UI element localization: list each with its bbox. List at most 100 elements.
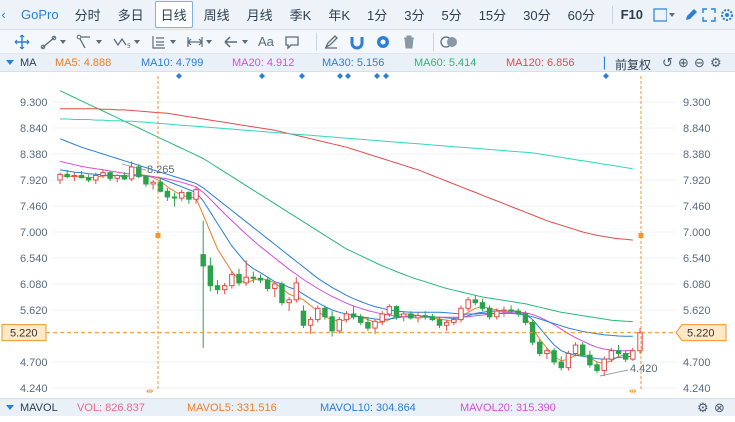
y-tick-label-right: 5.620	[683, 305, 711, 317]
candlestick-chart[interactable]: 9.300 9.300 8.840 8.840 8.380 8.380 7.920 7.920…	[0, 72, 735, 398]
divider	[432, 32, 434, 51]
candle-body	[85, 177, 92, 181]
event-marker	[259, 73, 265, 79]
candle-body	[358, 316, 364, 323]
chevron-left-icon[interactable]: ‹	[1, 7, 6, 22]
low-annotation-line	[599, 369, 629, 377]
y-tick-label-left: 8.380	[20, 149, 48, 161]
fib-tool[interactable]	[150, 34, 176, 50]
undo-icon[interactable]: ↺	[662, 55, 673, 70]
high-annotation: 8.265	[147, 164, 175, 176]
comment-tool[interactable]	[284, 34, 300, 50]
period-tab-0[interactable]: 分时	[74, 8, 101, 23]
y-tick-label-left: 4.700	[20, 357, 48, 369]
chart-frame-icon[interactable]	[653, 4, 675, 26]
ma-label[interactable]: MA	[20, 57, 37, 69]
ma-line-ma60	[59, 90, 633, 323]
y-tick-label-left: 5.620	[20, 305, 48, 317]
range-marker: ⇹	[146, 387, 154, 397]
candle-body	[350, 313, 357, 318]
magnet-tool[interactable]	[349, 34, 365, 50]
period-tab-10[interactable]: 15分	[478, 8, 507, 23]
collapse-icon[interactable]	[6, 405, 14, 410]
candle-body	[179, 191, 185, 199]
line-tool[interactable]	[40, 34, 66, 50]
candle-body	[157, 181, 163, 192]
period-tab-12[interactable]: 60分	[567, 8, 596, 23]
candle-body	[422, 315, 428, 318]
channel-tool[interactable]	[76, 34, 102, 50]
ma-settings-icon[interactable]: ⚙	[710, 55, 722, 70]
vol-settings-icon[interactable]: ⚙	[697, 400, 709, 415]
visibility-tool[interactable]	[375, 34, 391, 50]
candle-body	[608, 350, 615, 360]
fullscreen-icon[interactable]	[701, 4, 717, 26]
candle-body	[630, 350, 636, 360]
candle-body	[193, 189, 199, 200]
candle-body	[465, 299, 471, 309]
text-tool-label: Aa	[258, 34, 274, 49]
remove-icon[interactable]: ⊖	[694, 55, 705, 70]
period-tab-6[interactable]: 年K	[328, 8, 350, 23]
period-tab-8[interactable]: 3分	[404, 8, 425, 23]
collapse-icon[interactable]	[6, 60, 14, 65]
fuquan-button[interactable]: 前复权	[615, 58, 652, 72]
period-tab-9[interactable]: 5分	[441, 8, 462, 23]
candle-body	[221, 285, 228, 291]
period-tab-5[interactable]: 季K	[289, 8, 312, 23]
candle-body	[565, 353, 572, 369]
y-tick-label-left: 6.080	[20, 279, 48, 291]
text-tool[interactable]: Aa	[258, 34, 274, 49]
candle-body	[622, 353, 629, 360]
period-tab-11[interactable]: 30分	[523, 8, 551, 23]
measure-tool[interactable]	[186, 34, 212, 50]
measure-icon	[187, 36, 203, 47]
event-marker	[374, 73, 380, 79]
crosshair-tool[interactable]	[14, 34, 30, 50]
candle-body	[386, 306, 393, 315]
wave-tool[interactable]: 5	[112, 34, 140, 50]
candle-body	[637, 332, 643, 352]
event-marker	[603, 73, 609, 79]
candle-body	[329, 316, 335, 332]
ma20-value: MA20: 4.912	[232, 57, 295, 69]
trend-line-icon	[40, 35, 57, 49]
period-tab-4[interactable]: 月线	[246, 8, 273, 23]
candle-body	[501, 309, 507, 312]
mavol5-value: MAVOL5: 331.516	[187, 402, 277, 414]
period-tab-3[interactable]: 周线	[203, 8, 230, 23]
candle-body	[579, 344, 586, 356]
settings-icon[interactable]	[719, 4, 735, 26]
symbol-name[interactable]: GoPro	[20, 7, 59, 22]
fibonacci-icon	[152, 35, 165, 49]
candle-body	[93, 174, 99, 181]
candle-body	[71, 174, 78, 178]
f10-button[interactable]: F10	[620, 7, 643, 22]
candle-body	[293, 282, 300, 301]
vol-close-icon[interactable]: ⊗	[714, 400, 725, 415]
candle-body	[508, 309, 514, 312]
compare-tool[interactable]	[440, 34, 458, 50]
pen-icon[interactable]	[683, 4, 699, 26]
brush-tool[interactable]	[323, 34, 339, 50]
mavol-label[interactable]: MAVOL	[20, 402, 58, 414]
period-tab-7[interactable]: 1分	[366, 8, 388, 23]
crosshair-icon	[14, 34, 30, 49]
y-tick-label-left: 6.540	[20, 253, 48, 265]
arrow-tool[interactable]	[222, 34, 248, 50]
add-icon[interactable]: ⊕	[678, 55, 689, 70]
event-marker	[299, 73, 305, 79]
event-marker	[345, 73, 351, 79]
y-tick-label-right: 6.080	[683, 279, 711, 291]
period-tab-2[interactable]: 日线	[154, 1, 193, 28]
ma10-value: MA10: 4.799	[141, 57, 204, 69]
y-tick-label-right: 7.000	[683, 227, 711, 239]
event-marker	[383, 73, 389, 79]
y-tick-label-right: 7.920	[683, 175, 711, 187]
delete-tool[interactable]	[401, 34, 417, 50]
candle-body	[78, 174, 85, 179]
candle-body	[64, 173, 70, 178]
ma-line-ma250	[60, 118, 633, 170]
period-tab-1[interactable]: 多日	[117, 8, 144, 23]
candle-body	[372, 320, 378, 329]
